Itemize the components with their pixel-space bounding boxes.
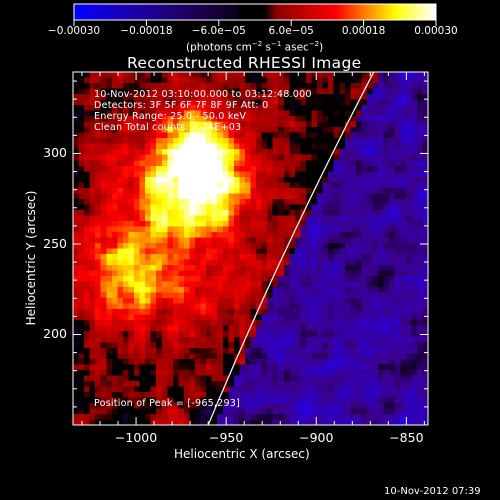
axes-frame [72, 71, 429, 426]
x-tick-label: −950 [209, 430, 244, 445]
colorbar-tick-label: −0.00018 [120, 25, 173, 37]
x-tick-label: −1000 [114, 430, 158, 445]
energy-range-annotation: Energy Range: 25.0 - 50.0 keV [94, 111, 247, 122]
detectors-annotation: Detectors: 3F 5F 6F 7F 8F 9F Att: 0 [94, 100, 269, 111]
colorbar-tick-label: −0.00030 [47, 25, 101, 37]
colorbar-tick-label: 0.00030 [414, 25, 458, 37]
heatmap-image [73, 72, 428, 425]
x-tick-label: −850 [389, 430, 424, 445]
colorbar-tick-label: −6.0e−05 [191, 25, 246, 37]
colorbar-tick-label: 0.00018 [341, 25, 386, 37]
chart-title: Reconstructed RHESSI Image [127, 54, 362, 72]
counts-annotation: Clean Total counts: 3.34E+03 [94, 122, 242, 133]
colorbar [74, 4, 436, 20]
y-axis-label: Heliocentric Y (arcsec) [24, 190, 38, 326]
x-tick-label: −900 [299, 430, 334, 445]
peak-position-annotation: Position of Peak = [-965,293] [94, 398, 241, 409]
colorbar-border [73, 3, 437, 21]
x-axis-label: Heliocentric X (arcsec) [174, 447, 310, 461]
colorbar-frame [73, 3, 437, 26]
plot-border [72, 71, 429, 426]
footer-timestamp: 10-Nov-2012 07:39 [384, 486, 481, 497]
solar-limb-line [207, 71, 375, 426]
colorbar-unit-label: (photons cm−2 s−1 asec−2) [186, 40, 324, 54]
y-tick-label: 250 [43, 235, 67, 251]
limb-curve [207, 71, 375, 426]
time-range-annotation: 10-Nov-2012 03:10:00.000 to 03:12:48.000 [94, 89, 312, 100]
y-tick-label: 300 [43, 145, 67, 161]
colorbar-tick-label: 6.0e−05 [268, 25, 314, 37]
y-tick-label: 200 [43, 326, 67, 342]
